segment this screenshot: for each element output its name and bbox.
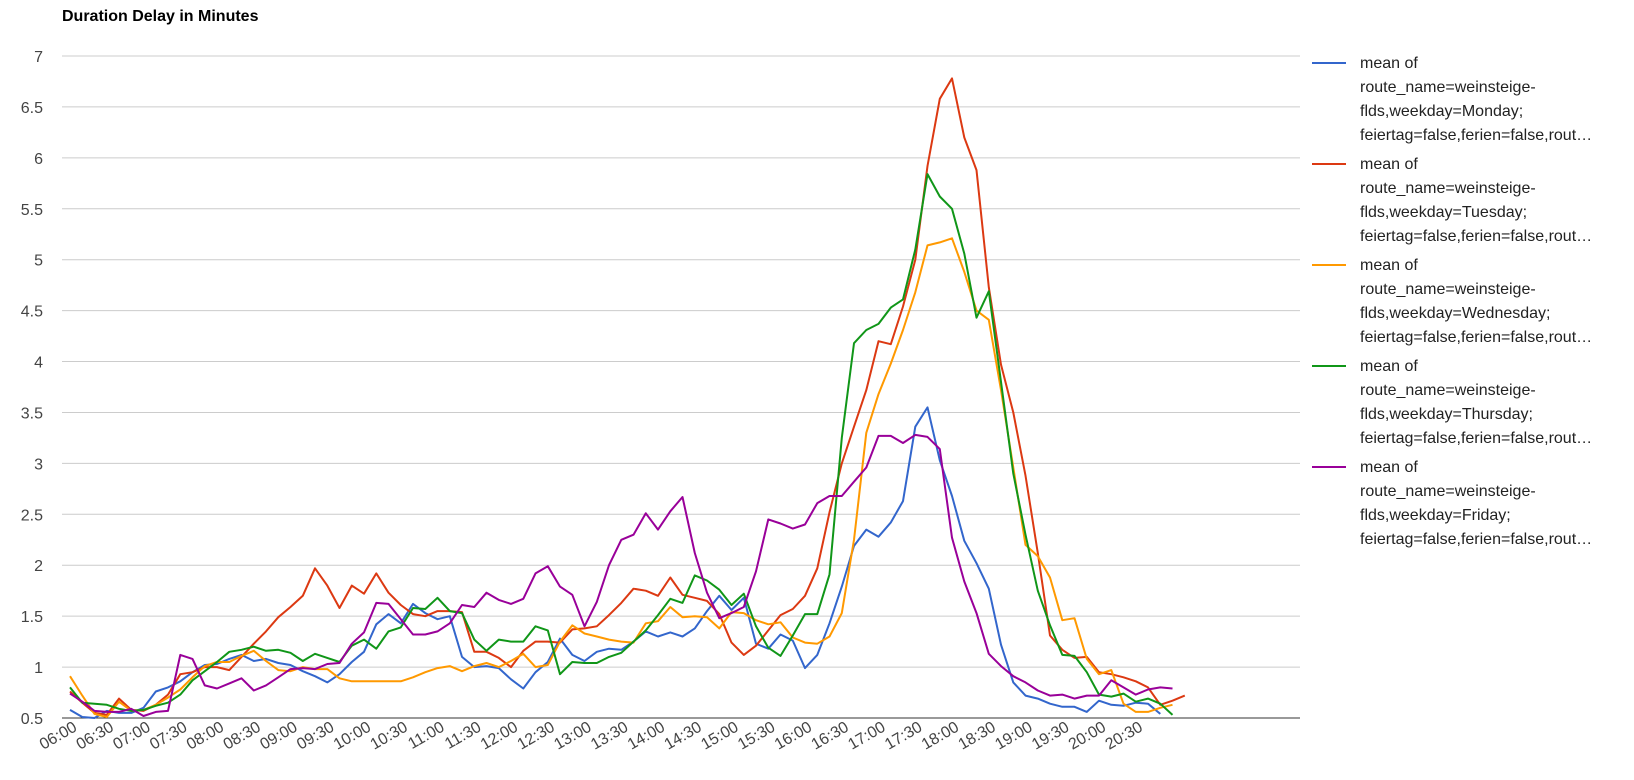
x-tick-label: 12:30 (515, 719, 558, 754)
y-tick-label: 6.5 (21, 100, 43, 117)
x-tick-label: 14:00 (625, 719, 668, 754)
y-tick-label: 4 (34, 355, 43, 372)
x-tick-label: 09:30 (294, 719, 337, 754)
legend-label-line: mean of (1360, 257, 1418, 274)
x-tick-label: 15:30 (735, 719, 778, 754)
x-tick-label: 18:30 (956, 719, 999, 754)
legend-label-line: flds,weekday=Monday; (1360, 103, 1524, 120)
series-line-2 (69, 237, 1173, 718)
x-tick-label: 08:30 (221, 719, 264, 754)
legend-label-line: feiertag=false,ferien=false,rout… (1360, 127, 1593, 144)
legend-label-line: flds,weekday=Wednesday; (1360, 305, 1551, 322)
legend-label-line: route_name=weinsteige- (1360, 483, 1536, 500)
legend-item[interactable]: mean of route_name=weinsteige-flds,weekda… (1312, 52, 1630, 153)
legend-label-line: flds,weekday=Friday; (1360, 507, 1511, 524)
x-axis-ticks: 06:0006:3007:0007:3008:0008:3009:0009:30… (37, 719, 1146, 754)
x-tick-label: 10:00 (331, 719, 374, 754)
series-line-3 (69, 173, 1174, 716)
series-line-1 (69, 77, 1186, 716)
x-tick-label: 19:00 (992, 719, 1035, 754)
legend-label-line: mean of (1360, 156, 1418, 173)
legend-swatch (1312, 365, 1346, 367)
y-tick-label: 2.5 (21, 507, 43, 524)
x-tick-label: 20:00 (1066, 719, 1109, 754)
y-tick-label: 2 (34, 558, 43, 575)
legend-item[interactable]: mean of route_name=weinsteige-flds,weekda… (1312, 355, 1630, 456)
y-tick-label: 4.5 (21, 304, 43, 321)
x-tick-label: 07:00 (110, 719, 153, 754)
y-tick-label: 1.5 (21, 609, 43, 626)
legend-label-line: feiertag=false,ferien=false,rout… (1360, 430, 1593, 447)
legend-label-line: feiertag=false,ferien=false,rout… (1360, 329, 1593, 346)
legend-swatch (1312, 62, 1346, 64)
legend-label-line: route_name=weinsteige- (1360, 281, 1536, 298)
y-axis-ticks: 0.5 1 1.5 2 2.5 3 3.5 4 4.5 5 5.5 6 6.5 7 (21, 49, 43, 728)
legend-label-line: route_name=weinsteige- (1360, 382, 1536, 399)
legend-label-line: mean of (1360, 459, 1418, 476)
grid-lines (62, 55, 1300, 719)
legend-label-line: flds,weekday=Thursday; (1360, 406, 1533, 423)
legend-label-line: feiertag=false,ferien=false,rout… (1360, 228, 1593, 245)
series-lines (69, 77, 1186, 719)
x-tick-label: 08:00 (184, 719, 227, 754)
legend-swatch (1312, 466, 1346, 468)
x-tick-label: 11:30 (442, 719, 484, 753)
x-tick-label: 11:00 (405, 719, 447, 753)
x-tick-label: 15:00 (698, 719, 741, 754)
x-tick-label: 17:00 (845, 719, 888, 754)
series-line-0 (69, 406, 1161, 719)
series-line-4 (69, 433, 1173, 717)
y-tick-label: 5.5 (21, 202, 43, 219)
legend-item[interactable]: mean of route_name=weinsteige-flds,weekda… (1312, 456, 1630, 557)
legend-label: mean of route_name=weinsteige-flds,weekda… (1360, 52, 1630, 148)
chart-title: Duration Delay in Minutes (62, 8, 259, 25)
legend-label-line: feiertag=false,ferien=false,rout… (1360, 531, 1593, 548)
x-tick-label: 17:30 (882, 719, 925, 754)
y-tick-label: 1 (34, 660, 43, 677)
x-tick-label: 09:00 (257, 719, 300, 754)
x-tick-label: 16:30 (809, 719, 852, 754)
x-tick-label: 14:30 (662, 719, 705, 754)
y-tick-label: 6 (34, 151, 43, 168)
y-tick-label: 3.5 (21, 405, 43, 422)
legend-swatch (1312, 163, 1346, 165)
legend-label-line: route_name=weinsteige- (1360, 79, 1536, 96)
x-tick-label: 13:00 (551, 719, 594, 754)
legend-label-line: route_name=weinsteige- (1360, 180, 1536, 197)
legend-label-line: mean of (1360, 358, 1418, 375)
y-tick-label: 0.5 (21, 711, 43, 728)
legend-label: mean of route_name=weinsteige-flds,weekda… (1360, 254, 1630, 350)
legend-swatch (1312, 264, 1346, 266)
legend-label: mean of route_name=weinsteige-flds,weekda… (1360, 456, 1630, 552)
legend-label-line: mean of (1360, 55, 1418, 72)
legend-item[interactable]: mean of route_name=weinsteige-flds,weekda… (1312, 153, 1630, 254)
x-tick-label: 06:00 (37, 719, 80, 754)
x-tick-label: 07:30 (147, 719, 190, 754)
x-tick-label: 10:30 (368, 719, 411, 754)
x-tick-label: 18:00 (919, 719, 962, 754)
legend-label-line: flds,weekday=Tuesday; (1360, 204, 1528, 221)
legend-label: mean of route_name=weinsteige-flds,weekda… (1360, 153, 1630, 249)
x-tick-label: 06:30 (74, 719, 117, 754)
y-tick-label: 3 (34, 456, 43, 473)
x-tick-label: 16:00 (772, 719, 815, 754)
x-tick-label: 19:30 (1029, 719, 1072, 754)
legend: mean of route_name=weinsteige-flds,weekda… (1312, 52, 1630, 557)
legend-label: mean of route_name=weinsteige-flds,weekda… (1360, 355, 1630, 451)
legend-item[interactable]: mean of route_name=weinsteige-flds,weekda… (1312, 254, 1630, 355)
y-tick-label: 5 (34, 253, 43, 270)
x-tick-label: 20:30 (1103, 719, 1146, 754)
x-tick-label: 12:00 (478, 719, 521, 754)
x-tick-label: 13:30 (588, 719, 631, 754)
y-tick-label: 7 (34, 49, 43, 66)
